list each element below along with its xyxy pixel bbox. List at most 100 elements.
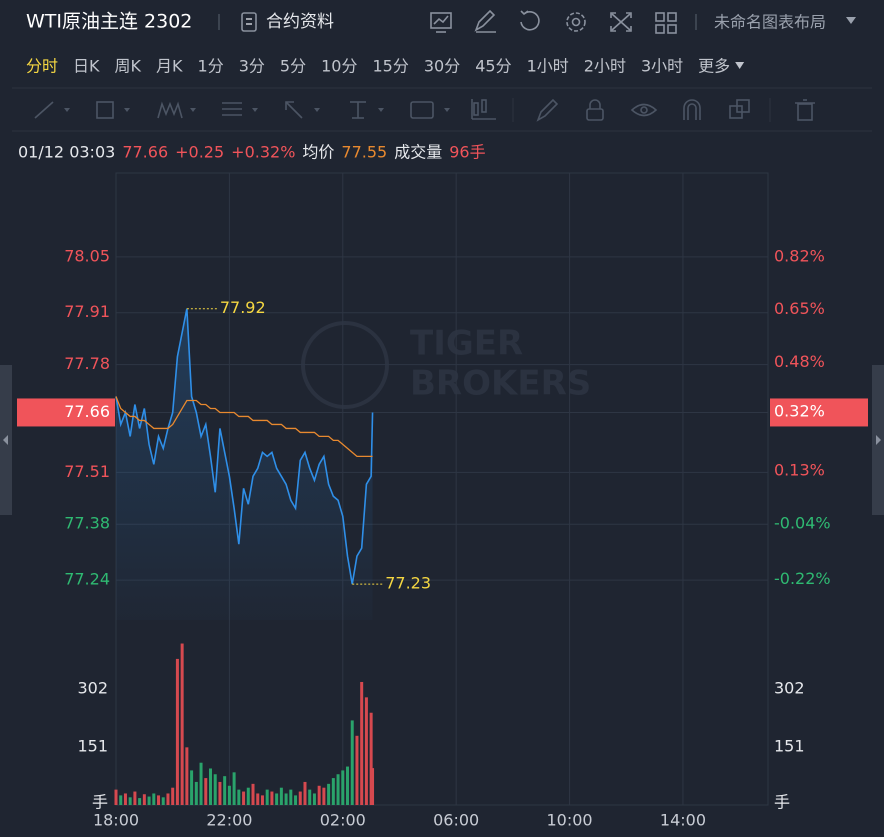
avg-line	[115, 396, 373, 458]
period-tab[interactable]: 45分	[475, 57, 511, 76]
period-tab[interactable]: 日K	[73, 57, 100, 76]
x-tick-label: 22:00	[206, 811, 252, 830]
pen-tool[interactable]	[536, 98, 559, 122]
handle-arrow	[876, 435, 881, 445]
layout-menu[interactable]: 未命名图表布局	[714, 13, 856, 32]
period-tab[interactable]: 1分	[198, 57, 224, 76]
rect-tool[interactable]	[96, 101, 130, 119]
volume-bar	[294, 795, 298, 805]
label-tool[interactable]	[410, 101, 450, 119]
price-line	[115, 308, 374, 585]
layout-icon[interactable]	[655, 12, 677, 34]
volume-bar	[251, 783, 255, 805]
period-tab[interactable]: 月K	[156, 57, 183, 76]
volume-bar	[350, 720, 354, 805]
volume-bar	[175, 658, 179, 805]
volume-bar	[303, 781, 307, 805]
candle-tool[interactable]	[471, 99, 496, 120]
volume-bar	[298, 791, 302, 805]
layout-name: 未命名图表布局	[714, 13, 826, 32]
info-time: 01/12 03:03	[18, 143, 115, 162]
x-tick-label: 14:00	[660, 811, 706, 830]
volume-bar	[237, 789, 241, 805]
line-tool[interactable]	[34, 101, 70, 119]
clone-tool[interactable]	[729, 99, 750, 119]
period-tabs: 分时 日K 周K 月K 1分 3分 5分 10分 15分 30分 45分 1小时 2小时 3小时 更多	[26, 57, 745, 76]
period-tab[interactable]: 15分	[372, 57, 408, 76]
volume-bar	[312, 793, 316, 805]
y2-tick-label: 0.48%	[774, 352, 825, 371]
text-tool[interactable]	[350, 101, 384, 119]
period-tab[interactable]: 2小时	[584, 57, 626, 76]
period-tab[interactable]: 3分	[239, 57, 265, 76]
volume-bar	[218, 781, 222, 805]
volume-bar	[166, 793, 170, 805]
y2-tick-label: -0.04%	[774, 513, 831, 532]
volume-bar	[256, 793, 260, 805]
info-change: +0.25	[175, 143, 224, 162]
period-tab[interactable]: 1小时	[527, 57, 569, 76]
y2-tick-label: 0.82%	[774, 246, 825, 265]
handle-arrow	[3, 435, 8, 445]
chart-icon[interactable]	[430, 12, 452, 33]
y2-tick-label: 0.65%	[774, 299, 825, 318]
volume-unit: 手	[92, 793, 108, 812]
lock-tool[interactable]	[586, 99, 604, 121]
volume-bar	[336, 774, 340, 805]
volume-bar	[194, 781, 198, 805]
fib-tool[interactable]	[222, 102, 258, 116]
period-tab[interactable]: 30分	[424, 57, 460, 76]
volume-bar	[142, 794, 146, 805]
volume-bar	[171, 787, 175, 805]
x-tick-label: 02:00	[320, 811, 366, 830]
info-link[interactable]: 合约资料	[241, 12, 334, 32]
period-tab[interactable]: 10分	[321, 57, 357, 76]
period-tab[interactable]: 5分	[280, 57, 306, 76]
volume-bar	[185, 747, 189, 805]
period-tab[interactable]: 更多	[698, 57, 730, 76]
volume-unit: 手	[774, 793, 790, 812]
period-tab[interactable]: 分时	[26, 57, 58, 76]
extreme-label: 77.23	[385, 574, 431, 593]
volume-bar	[227, 785, 231, 805]
period-tab[interactable]: 3小时	[641, 57, 683, 76]
x-tick-label: 10:00	[547, 811, 593, 830]
volume-bar	[213, 774, 217, 805]
edit-icon[interactable]	[474, 9, 496, 33]
volume-bar	[275, 793, 279, 805]
x-tick-label: 18:00	[93, 811, 139, 830]
arrow-tool[interactable]	[285, 101, 320, 119]
fullscreen-icon[interactable]	[610, 12, 632, 32]
symbol: WTI原油主连 2302	[26, 11, 192, 33]
visibility-tool[interactable]	[630, 103, 658, 117]
y-tick-label: 77.66	[64, 402, 110, 421]
period-tab[interactable]: 周K	[115, 57, 142, 76]
volume-bar	[147, 796, 151, 805]
info-line: 01/12 03:03 77.66 +0.25 +0.32% 均价 77.55 …	[18, 143, 486, 162]
wave-tool[interactable]	[157, 101, 196, 119]
volume-bar	[133, 791, 137, 805]
magnet-tool[interactable]	[683, 99, 701, 120]
volume-bar	[327, 783, 331, 805]
y-tick-label: 77.38	[64, 514, 110, 533]
y2-tick-label: -0.22%	[774, 569, 831, 588]
current-pct-tag	[770, 398, 868, 427]
price-area	[116, 308, 373, 620]
volume-bar	[322, 787, 326, 805]
info-avg: 77.55	[341, 143, 387, 162]
dropdown-arrow	[846, 17, 856, 24]
volume-bar	[152, 793, 156, 805]
settings-icon[interactable]	[566, 12, 586, 32]
volume-bar	[284, 793, 288, 805]
watermark: BROKERS	[410, 364, 591, 404]
info-price: 77.66	[122, 143, 168, 162]
delete-tool[interactable]	[795, 99, 815, 121]
volume-bar	[364, 697, 368, 805]
volume-bar	[138, 798, 142, 805]
info-change-pct: +0.32%	[231, 143, 295, 162]
reset-icon[interactable]	[520, 10, 540, 31]
watermark: TIGER	[410, 324, 523, 364]
volume-tick-label: 302	[774, 678, 805, 697]
